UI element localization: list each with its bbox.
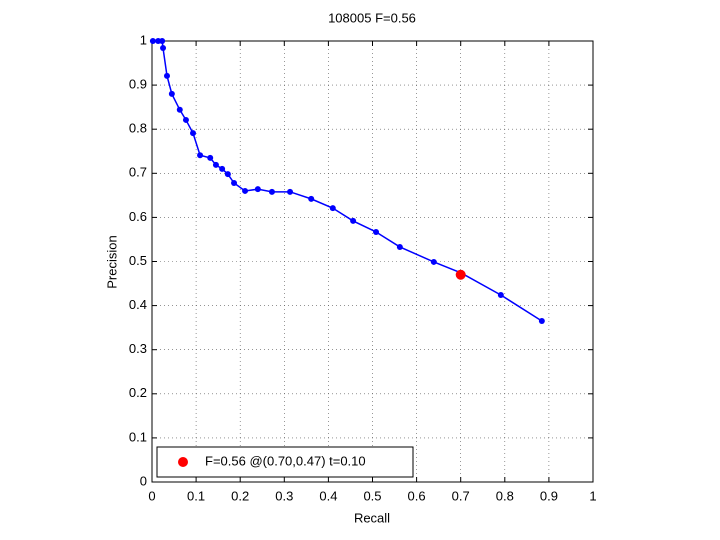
x-tick-label: 0.1 (187, 488, 205, 503)
y-tick-label: 0.7 (129, 165, 147, 180)
pr-point (190, 130, 197, 137)
x-tick-label: 0.9 (540, 488, 558, 503)
x-tick-label: 0.5 (363, 488, 381, 503)
pr-point (176, 106, 183, 113)
pr-point (350, 217, 357, 224)
y-tick-label: 0.6 (129, 209, 147, 224)
y-tick-label: 0.3 (129, 341, 147, 356)
y-axis-label: Precision (104, 235, 119, 288)
y-tick-label: 0 (140, 473, 147, 488)
legend-label: F=0.56 @(0.70,0.47) t=0.10 (205, 453, 366, 468)
pr-point (160, 45, 167, 52)
chart-title: 108005 F=0.56 (328, 10, 416, 25)
pr-point (308, 195, 315, 202)
pr-point (212, 161, 219, 168)
pr-point (149, 38, 156, 44)
legend (156, 446, 414, 478)
y-tick-label: 0.9 (129, 77, 147, 92)
y-tick-label: 0.4 (129, 297, 147, 312)
pr-point (207, 154, 214, 161)
pr-point (163, 72, 170, 79)
x-tick-label: 0.6 (408, 488, 426, 503)
pr-point (168, 90, 175, 97)
y-tick-label: 1 (140, 32, 147, 47)
legend-marker (178, 457, 188, 467)
x-tick-label: 0.4 (319, 488, 337, 503)
y-tick-label: 0.2 (129, 385, 147, 400)
pr-point (497, 292, 504, 299)
pr-point (538, 318, 545, 325)
x-tick-label: 0.2 (231, 488, 249, 503)
pr-point (329, 205, 336, 212)
x-tick-label: 1 (589, 488, 596, 503)
pr-point (197, 152, 204, 159)
x-tick-label: 0.3 (275, 488, 293, 503)
pr-point (254, 186, 261, 193)
pr-point (224, 171, 231, 178)
pr-point (231, 180, 238, 187)
pr-point (430, 258, 437, 265)
pr-point (268, 188, 275, 195)
pr-point (182, 116, 189, 123)
x-tick-label: 0 (148, 488, 155, 503)
pr-point (373, 228, 380, 235)
y-tick-label: 0.8 (129, 121, 147, 136)
x-tick-label: 0.8 (496, 488, 514, 503)
pr-curve (152, 40, 543, 322)
best-point (455, 269, 466, 280)
x-axis-label: Recall (354, 510, 390, 525)
pr-point (159, 38, 166, 44)
y-tick-label: 0.5 (129, 253, 147, 268)
pr-point (287, 188, 294, 195)
y-tick-label: 0.1 (129, 429, 147, 444)
x-tick-label: 0.7 (452, 488, 470, 503)
pr-point (242, 187, 249, 194)
pr-point (396, 243, 403, 250)
axes-box (151, 40, 594, 483)
pr-point (219, 165, 226, 172)
